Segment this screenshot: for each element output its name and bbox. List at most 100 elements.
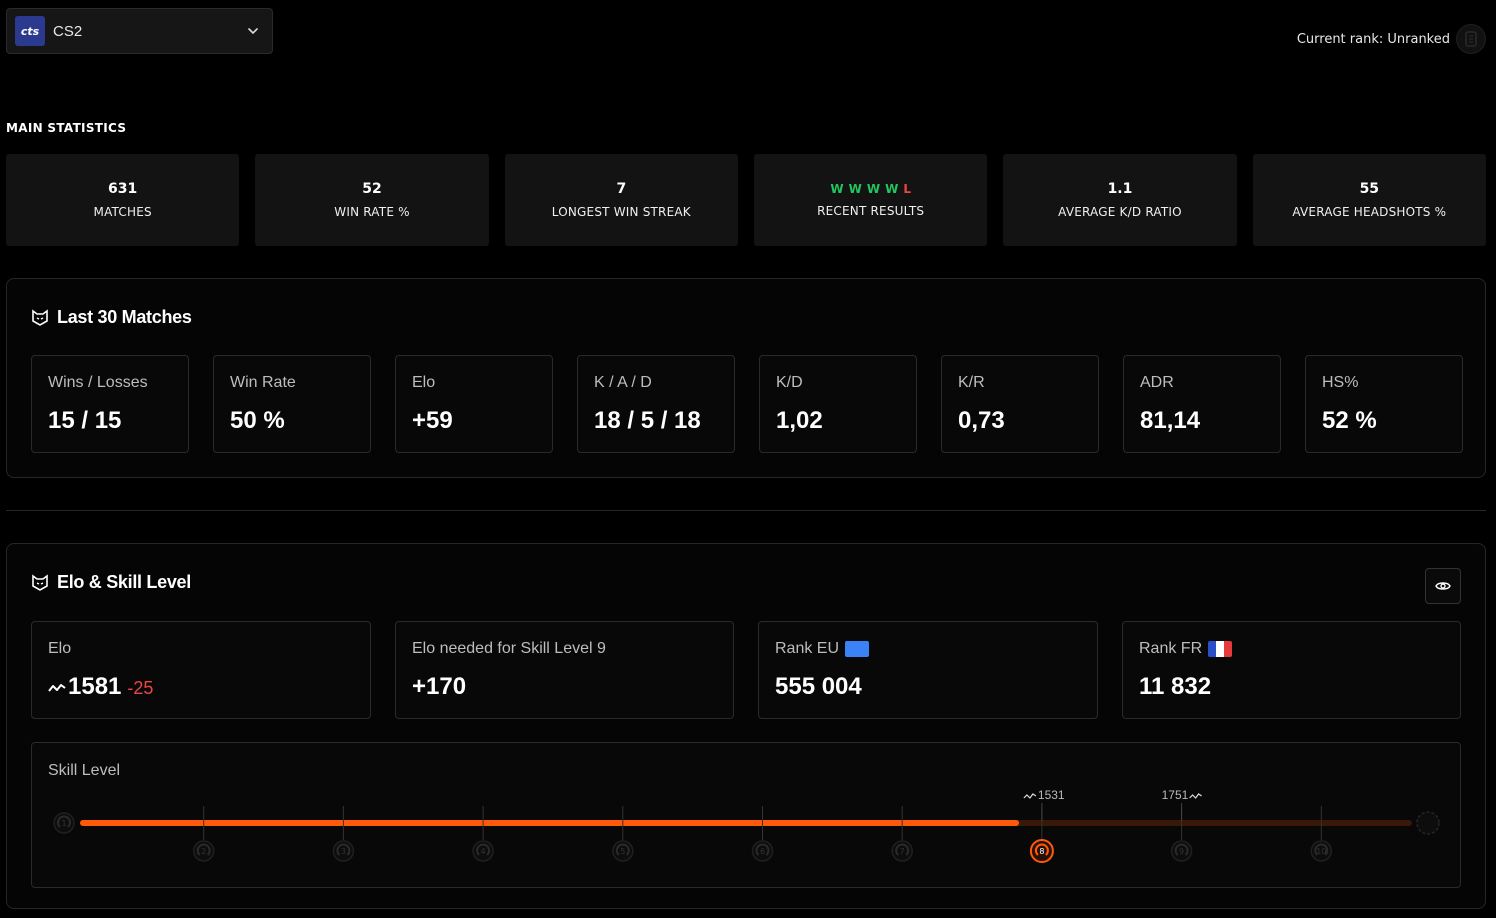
level-arc [615, 843, 630, 856]
card-label: HS% [1322, 374, 1359, 391]
last-matches-cards: Wins / Losses 15 / 15 Win Rate 50 % Elo … [31, 355, 1463, 453]
card-value: 0,73 [958, 407, 1005, 434]
elo-value: 1581 [68, 673, 122, 700]
fr-flag-icon [1208, 641, 1233, 657]
stat-card-longest-streak: 7 LONGEST WIN STREAK [504, 154, 738, 246]
card-kr: K/R 0,73 [941, 355, 1099, 453]
card-elo-needed: Elo needed for Skill Level 9 +170 [395, 621, 734, 719]
level-arc [1314, 843, 1329, 856]
card-value: +170 [412, 673, 467, 700]
level-arc [476, 843, 491, 856]
trend-icon [1189, 793, 1202, 799]
result-loss: L [903, 182, 911, 196]
card-label: K/R [958, 374, 985, 391]
result-win: W [885, 182, 899, 196]
card-label: K / A / D [594, 374, 652, 391]
level-label: 7 [900, 847, 905, 856]
level-label: 5 [620, 847, 625, 856]
level-arc [895, 843, 910, 856]
card-value: 50 % [230, 407, 285, 434]
card-adr: ADR 81,14 [1123, 355, 1281, 453]
level-arc [196, 843, 211, 856]
card-value: 1,02 [776, 407, 823, 434]
skill-level-progress: 1 2 3 4 5 6 7 8 9 10 1531 1751 [53, 788, 1440, 863]
card-label: Win Rate [230, 374, 296, 391]
elo-trend-icon [48, 684, 66, 692]
eye-icon [1435, 582, 1451, 590]
stat-value: 1.1 [1107, 181, 1133, 197]
card-kad: K / A / D 18 / 5 / 18 [577, 355, 735, 453]
skill-level-title: Skill Level [48, 762, 121, 779]
elo-skill-panel: Elo & Skill Level Elo 1581 -25 Elo neede… [6, 543, 1486, 909]
card-rank-eu: Rank EU 555 004 [758, 621, 1098, 719]
level-label: 6 [760, 847, 765, 856]
stat-label: AVERAGE HEADSHOTS % [1292, 205, 1447, 219]
card-label: Rank FR [1139, 640, 1203, 657]
last-matches-title-text: Last 30 Matches [57, 307, 192, 327]
level-arc [1174, 843, 1189, 856]
rank-badge-icon [1456, 24, 1486, 54]
skill-progress-fill [80, 820, 1020, 826]
level-label: 4 [481, 847, 486, 856]
card-win-rate: Win Rate 50 % [213, 355, 371, 453]
level-label: 3 [341, 847, 346, 856]
card-hs: HS% 52 % [1305, 355, 1463, 453]
stat-label: LONGEST WIN STREAK [551, 205, 691, 219]
elo-skill-title: Elo & Skill Level [31, 572, 191, 593]
level-arc [57, 815, 71, 828]
level-8-icon [1029, 839, 1054, 863]
chevron-down-icon [246, 24, 260, 38]
stat-value: 7 [616, 181, 627, 197]
card-value: 52 % [1322, 407, 1377, 434]
stat-value: 55 [1359, 181, 1380, 197]
card-value-row: 1581 -25 [48, 673, 354, 701]
game-logo: cts [15, 16, 45, 46]
eu-flag-icon [845, 641, 870, 657]
card-current-elo: Elo 1581 -25 [31, 621, 371, 719]
card-value: 15 / 15 [48, 407, 122, 434]
card-label: Wins / Losses [48, 374, 148, 391]
skill-level-box: Skill Level 1 2 3 4 5 6 7 8 9 10 1531 1751 [31, 742, 1461, 888]
result-win: W [830, 182, 844, 196]
stat-value: 631 [108, 181, 138, 197]
card-label: Elo [48, 640, 72, 657]
stat-value: 52 [362, 181, 382, 197]
stat-card-matches: 631 MATCHES [6, 154, 240, 246]
stat-label: WIN RATE % [334, 205, 410, 219]
marker-high-label: 1751 [1162, 788, 1189, 802]
stat-label: AVERAGE K/D RATIO [1058, 205, 1182, 219]
card-rank-fr: Rank FR 11 832 [1122, 621, 1461, 719]
stat-label: RECENT RESULTS [817, 204, 925, 218]
card-label: K/D [776, 374, 803, 391]
card-value: 555 004 [775, 673, 862, 700]
game-name: CS2 [53, 22, 83, 40]
toggle-visibility-button[interactable] [1425, 568, 1461, 604]
card-value: 18 / 5 / 18 [594, 407, 701, 434]
card-wins-losses: Wins / Losses 15 / 15 [31, 355, 189, 453]
main-statistics-title: MAIN STATISTICS [6, 121, 127, 135]
card-label: Elo needed for Skill Level 9 [412, 640, 606, 657]
level-arc [755, 843, 770, 856]
card-kd: K/D 1,02 [759, 355, 917, 453]
card-label: Elo [412, 374, 436, 391]
stat-card-avg-headshots: 55 AVERAGE HEADSHOTS % [1252, 154, 1486, 246]
current-rank: Current rank: Unranked [1297, 24, 1486, 54]
level-label: 10 [1316, 847, 1326, 856]
level-label: 2 [201, 847, 206, 856]
stat-card-avg-kd: 1.1 AVERAGE K/D RATIO [1003, 154, 1237, 246]
stat-card-win-rate: 52 WIN RATE % [255, 154, 489, 246]
faceit-wolf-icon [32, 573, 48, 591]
recent-results-list: W W W W L [830, 182, 911, 196]
current-rank-text: Current rank: Unranked [1296, 31, 1450, 47]
game-selector[interactable]: cts CS2 [6, 8, 273, 54]
card-label: Rank EU [775, 640, 840, 657]
level-label: 1 [61, 819, 66, 828]
section-divider [6, 510, 1486, 511]
level-label: 9 [1179, 847, 1184, 856]
card-elo: Elo +59 [395, 355, 553, 453]
last-matches-title: Last 30 Matches [31, 307, 192, 328]
result-win: W [848, 182, 862, 196]
challenger-icon [1416, 811, 1440, 835]
card-label-row: Rank FR [1139, 639, 1444, 659]
